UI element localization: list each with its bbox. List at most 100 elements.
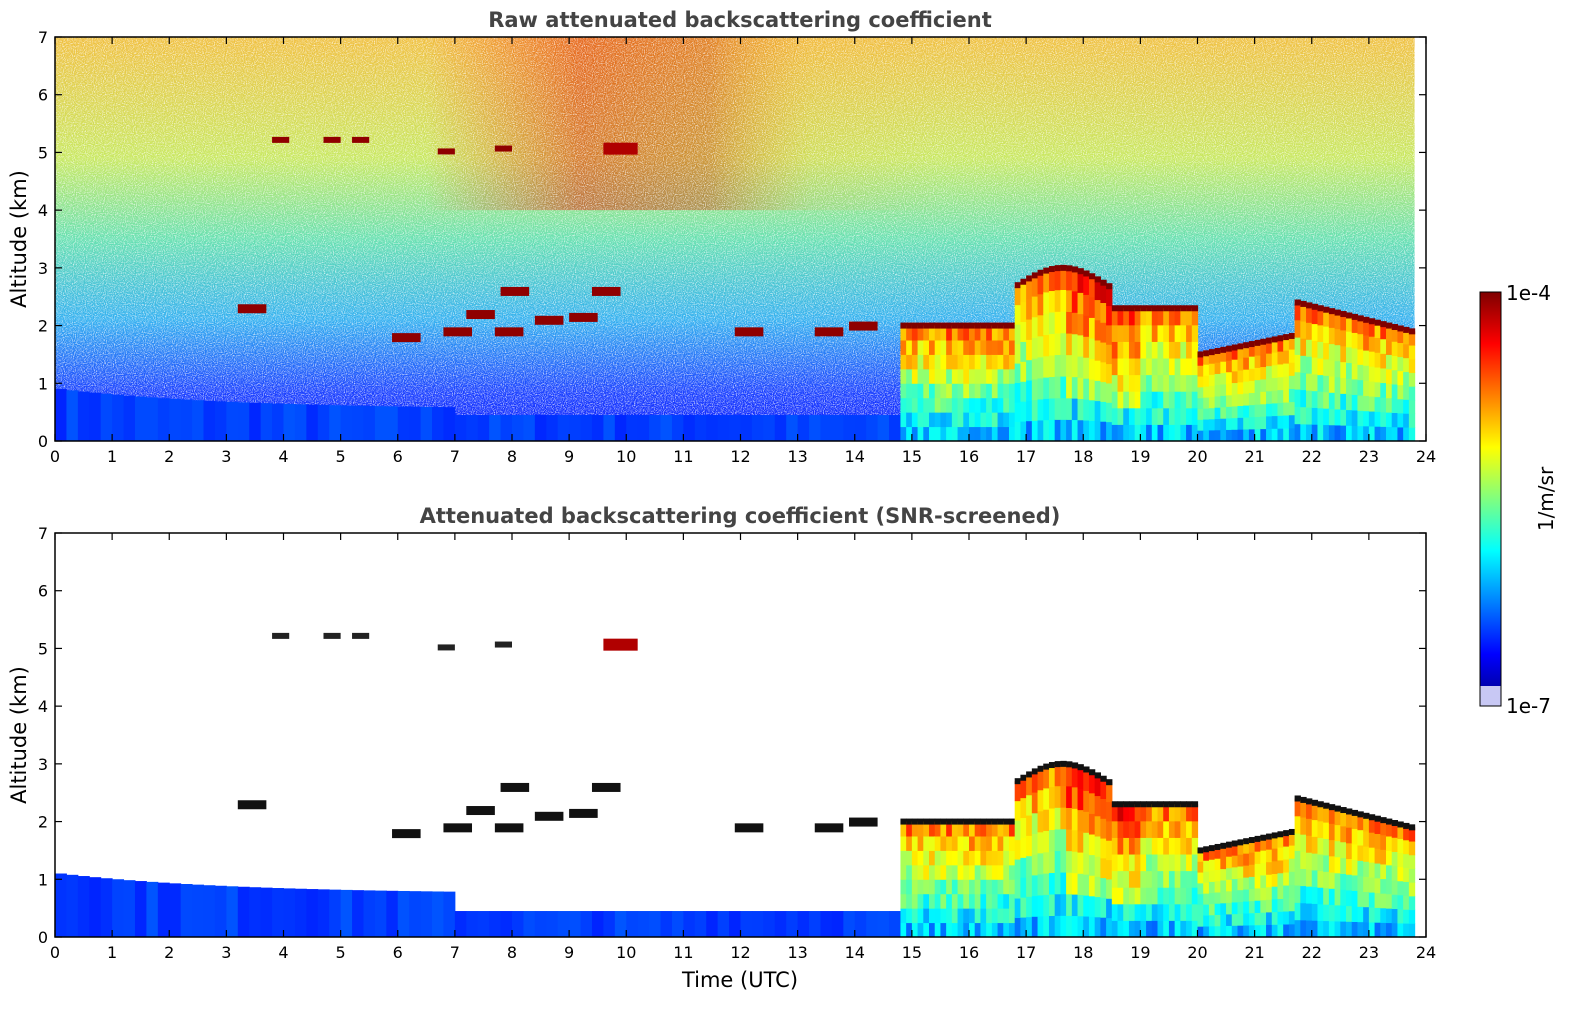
- cloud-cell: [1168, 324, 1176, 342]
- cloud-cell: [1037, 852, 1044, 875]
- cloud-cell: [1077, 334, 1084, 357]
- cloud-cell: [1294, 371, 1301, 390]
- cloud-cell: [1163, 358, 1170, 376]
- boundary-layer-cell: [237, 402, 250, 441]
- cloud-cell: [1111, 358, 1119, 376]
- cloud-cell: [929, 821, 936, 837]
- cloud-cell: [1163, 341, 1170, 359]
- cloud-cell: [1408, 331, 1416, 346]
- cloud-cell: [974, 821, 982, 837]
- cloud-cell: [1174, 324, 1181, 342]
- cloud-top-cell: [1220, 842, 1227, 849]
- cloud-cell: [1397, 328, 1404, 344]
- boundary-layer-cell: [249, 402, 262, 441]
- cloud-cell: [1128, 358, 1136, 376]
- cloud-cell: [1128, 804, 1136, 822]
- cloud-cell: [1306, 886, 1313, 904]
- cloud-cell: [991, 426, 999, 441]
- cloud-cell: [1368, 396, 1376, 412]
- cloud-top-cell: [957, 818, 964, 825]
- cloud-top-cell: [1083, 766, 1090, 773]
- cloud-cell: [1328, 359, 1336, 377]
- cloud-cell: [1317, 407, 1324, 425]
- cloud-top-cell: [1323, 802, 1330, 809]
- boundary-layer-cell: [717, 415, 730, 441]
- cloud-cell: [1043, 355, 1050, 378]
- cloud-cell: [997, 325, 1004, 341]
- high-cloud-fragment: [323, 632, 341, 639]
- cloud-cell: [1328, 904, 1336, 922]
- boundary-layer-cell: [500, 415, 513, 441]
- cloud-cell: [1197, 408, 1204, 420]
- x-tick-label: 6: [393, 447, 403, 466]
- cloud-top-cell: [1071, 762, 1079, 769]
- cloud-cell: [1151, 358, 1159, 376]
- cloud-cell: [1197, 904, 1204, 916]
- cloud-cell: [1311, 390, 1319, 408]
- cloud-cell: [1368, 832, 1376, 848]
- cloud-cell: [1197, 926, 1204, 937]
- cloud-cell: [1346, 874, 1353, 891]
- cloud-cell: [957, 864, 964, 880]
- cloud-cell: [1391, 880, 1399, 895]
- cloud-cell: [1026, 298, 1033, 320]
- cloud-cell: [1277, 885, 1284, 899]
- cloud-cell: [923, 850, 930, 866]
- cloud-cell: [1100, 302, 1107, 323]
- cloud-cell: [1214, 925, 1221, 937]
- cloud-cell: [1323, 871, 1330, 889]
- cloud-cell: [1397, 426, 1404, 441]
- cloud-cell: [1214, 407, 1221, 419]
- cloud-cell: [1037, 894, 1044, 917]
- x-tick-label: 14: [845, 943, 865, 962]
- cloud-cell: [1054, 354, 1061, 377]
- cloud-top-cell: [1111, 305, 1119, 312]
- cloud-cell: [1043, 377, 1050, 399]
- high-cloud-fragment: [352, 136, 370, 143]
- cloud-cell: [1231, 347, 1239, 360]
- cloud-top-cell: [980, 322, 987, 329]
- cloud-cell: [1197, 893, 1204, 906]
- cloud-cell: [1357, 860, 1364, 877]
- cloud-cell: [1334, 344, 1341, 362]
- cloud-cell: [1283, 859, 1290, 873]
- cloud-top-cell: [1391, 820, 1399, 827]
- y-tick-label: 7: [38, 524, 48, 543]
- cloud-cell: [1231, 855, 1239, 868]
- cloud-cell: [1311, 869, 1319, 888]
- cloud-cell: [1403, 357, 1410, 373]
- cloud-cell: [974, 325, 982, 341]
- cloud-cell: [1003, 879, 1010, 895]
- cloud-cell: [1060, 785, 1067, 808]
- cloud-cell: [1357, 333, 1364, 350]
- cloud-cell: [1391, 837, 1399, 853]
- x-tick-label: 17: [1016, 447, 1036, 466]
- cloud-cell: [1060, 872, 1067, 895]
- boundary-layer-cell: [854, 911, 867, 937]
- boundary-layer-cell: [660, 911, 673, 937]
- cloud-top-cell: [1397, 821, 1404, 828]
- cloud-cell: [1386, 368, 1393, 384]
- cloud-cell: [1266, 365, 1273, 379]
- cloud-cell: [1197, 354, 1204, 366]
- cloud-cell: [1363, 846, 1370, 862]
- cloud-cell: [1117, 391, 1124, 409]
- cloud-cell: [1203, 871, 1210, 883]
- mid-cloud-fragment: [500, 782, 530, 792]
- cloud-cell: [980, 325, 987, 341]
- cloud-cell: [1186, 424, 1193, 441]
- cloud-cell: [1231, 382, 1239, 395]
- cloud-cell: [974, 908, 982, 924]
- cloud-cell: [1037, 915, 1044, 937]
- cloud-cell: [1168, 407, 1176, 425]
- boundary-layer-cell: [591, 415, 604, 441]
- boundary-layer-cell: [306, 404, 319, 441]
- cloud-cell: [1311, 819, 1319, 837]
- boundary-layer-cell: [717, 911, 730, 937]
- cloud-top-cell: [1088, 769, 1096, 776]
- chart-title-raw: Raw attenuated backscattering coefficien…: [488, 8, 992, 32]
- cloud-cell: [963, 354, 970, 370]
- boundary-layer-cell: [706, 415, 719, 441]
- mid-cloud-fragment: [237, 304, 267, 314]
- cloud-cell: [1237, 877, 1244, 891]
